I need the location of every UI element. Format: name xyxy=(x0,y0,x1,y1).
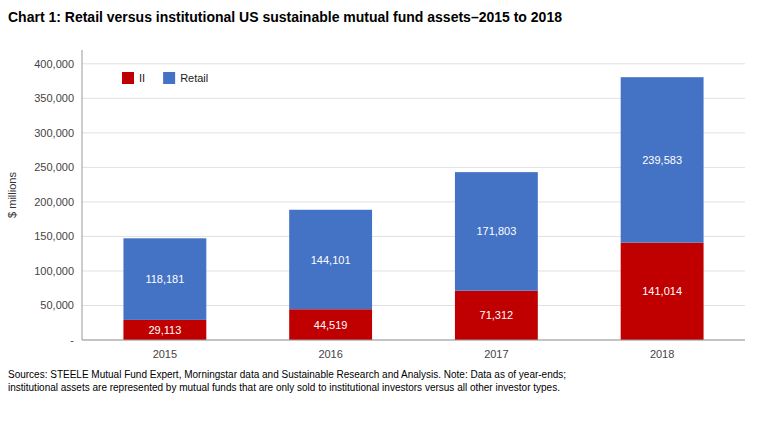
grid xyxy=(82,64,745,340)
bar xyxy=(621,77,704,242)
y-tick-label: 100,000 xyxy=(34,265,74,277)
data-label: 239,583 xyxy=(642,154,682,166)
bar xyxy=(621,243,704,340)
y-axis-label: $ millions xyxy=(6,172,18,218)
bar xyxy=(289,309,372,340)
y-tick-label: 350,000 xyxy=(34,92,74,104)
x-tick-label: 2017 xyxy=(484,348,508,360)
data-labels: 29,113 44,519 71,312 141,014 118,181 144,101 1… xyxy=(145,154,682,336)
bars xyxy=(123,77,703,340)
chart: Chart 1: Retail versus institutional US … xyxy=(0,0,760,445)
data-label: 71,312 xyxy=(480,309,514,321)
y-tick-label: - xyxy=(70,334,74,346)
bar xyxy=(289,210,372,309)
data-label: 144,101 xyxy=(311,254,351,266)
data-label: 171,803 xyxy=(476,225,516,237)
legend: II Retail xyxy=(122,72,208,84)
bar xyxy=(455,291,538,340)
y-tick-label: 400,000 xyxy=(34,58,74,70)
x-axis-line xyxy=(82,340,745,341)
title: Chart 1: Retail versus institutional US … xyxy=(8,9,562,25)
data-label: 44,519 xyxy=(314,319,348,331)
grid-line xyxy=(82,63,745,64)
data-label: 141,014 xyxy=(642,285,682,297)
data-label: 118,181 xyxy=(145,273,184,285)
y-tick-label: 200,000 xyxy=(34,196,74,208)
bar xyxy=(123,320,206,340)
x-tick-label: 2015 xyxy=(153,348,177,360)
data-label: 29,113 xyxy=(148,324,181,336)
annotation: Sources: STEELE Mutual Fund Expert, Morn… xyxy=(8,369,566,393)
legend-label: Retail xyxy=(180,72,208,84)
y-tick-label: 50,000 xyxy=(40,299,74,311)
legend-swatch xyxy=(163,72,175,84)
bar xyxy=(455,172,538,291)
y-tick-label: 300,000 xyxy=(34,127,74,139)
x-tick-label: 2018 xyxy=(650,348,674,360)
legend-swatch xyxy=(122,72,134,84)
x-tick-label: 2016 xyxy=(318,348,342,360)
legend-label: II xyxy=(139,72,145,84)
y-axis-line xyxy=(82,50,83,340)
y-tick-label: 250,000 xyxy=(34,161,74,173)
y-tick-label: 150,000 xyxy=(34,230,74,242)
grid-line xyxy=(82,340,745,341)
bar xyxy=(123,238,206,320)
